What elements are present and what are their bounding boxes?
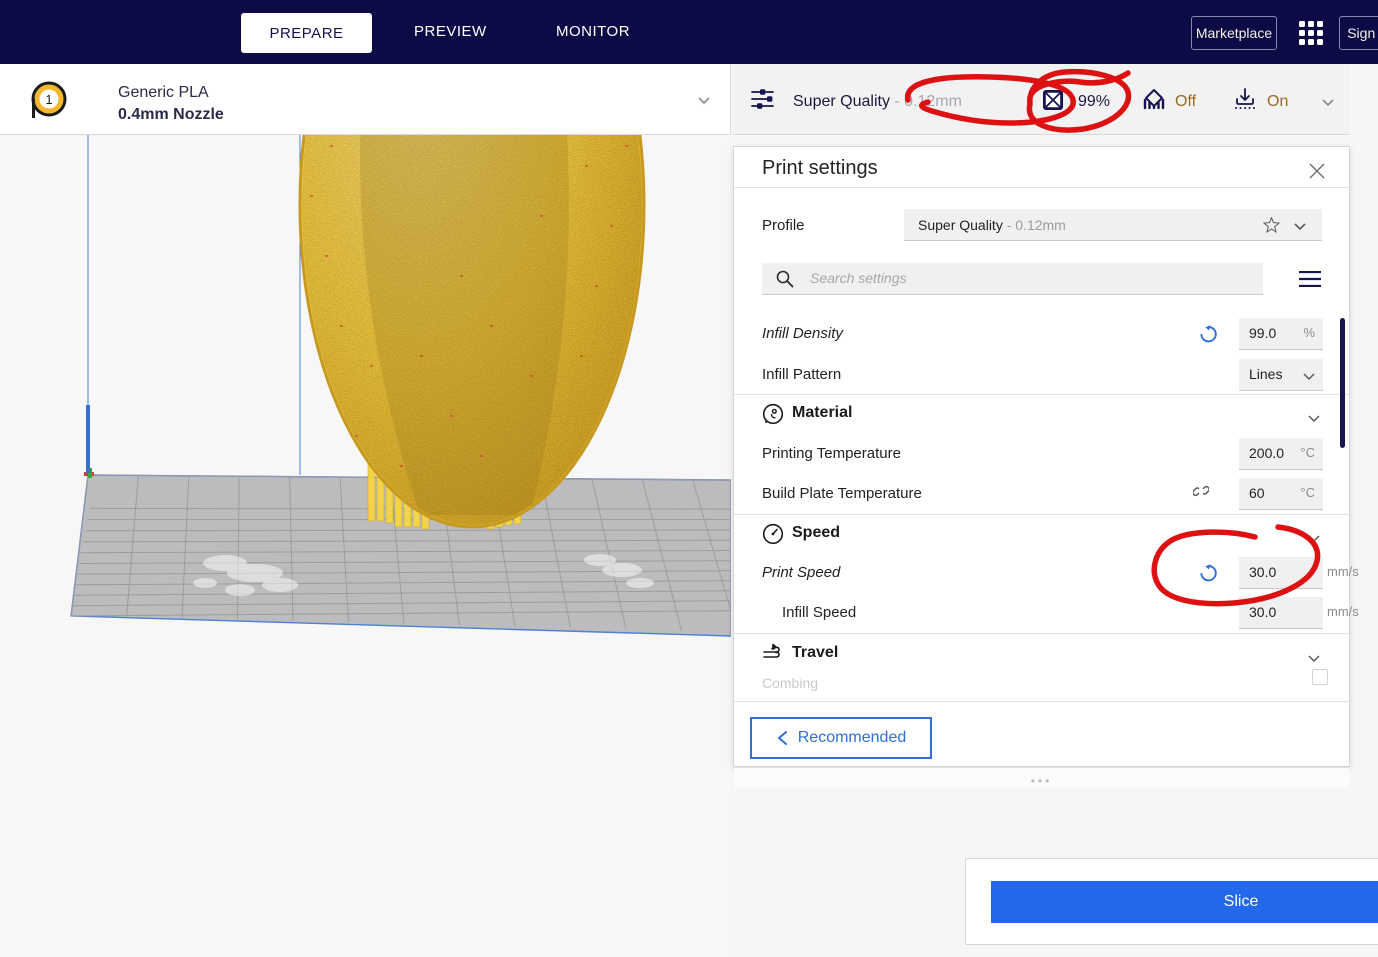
svg-text:1: 1 <box>45 92 52 107</box>
